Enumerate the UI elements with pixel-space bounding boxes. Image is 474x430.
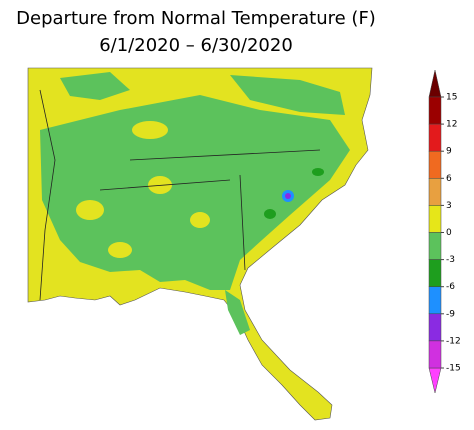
title: Departure from Normal Temperature (F): [16, 8, 376, 29]
warm-areas: [76, 121, 210, 258]
legend-bin: [428, 232, 442, 260]
cool-areas: [40, 72, 350, 335]
station-coldest: [285, 193, 291, 199]
legend-bin: [428, 123, 442, 152]
legend-bin: [428, 205, 442, 233]
legend-bin: [428, 259, 442, 287]
legend-bin: [428, 96, 442, 125]
legend-tick-label: -15: [446, 364, 461, 374]
cold-areas: [264, 168, 324, 219]
legend-tick-label: -12: [446, 336, 461, 346]
legend-tick-label: -6: [446, 282, 455, 292]
legend-tick-label: 0: [446, 228, 452, 238]
color-legend: 15 12 9 6 3 0 -3 -6 -9 -12 -15: [428, 69, 461, 394]
state-borders: [39, 89, 321, 301]
legend-tick-label: 3: [446, 201, 452, 211]
under-arrow: [428, 367, 442, 394]
legend-tick-label: 6: [446, 174, 452, 184]
legend-tick-label: 12: [446, 120, 457, 130]
legend-bin: [428, 340, 442, 369]
legend-tick-label: -3: [446, 255, 455, 265]
legend-bin: [428, 150, 442, 179]
legend-bin: [428, 286, 442, 315]
legend-bin: [428, 178, 442, 206]
map: [27, 67, 373, 421]
subtitle: 6/1/2020 – 6/30/2020: [99, 35, 293, 56]
legend-bin: [428, 313, 442, 342]
over-arrow: [428, 69, 442, 98]
legend-tick-label: 15: [446, 93, 457, 103]
legend-tick-label: -9: [446, 309, 455, 319]
legend-tick-label: 9: [446, 147, 452, 157]
